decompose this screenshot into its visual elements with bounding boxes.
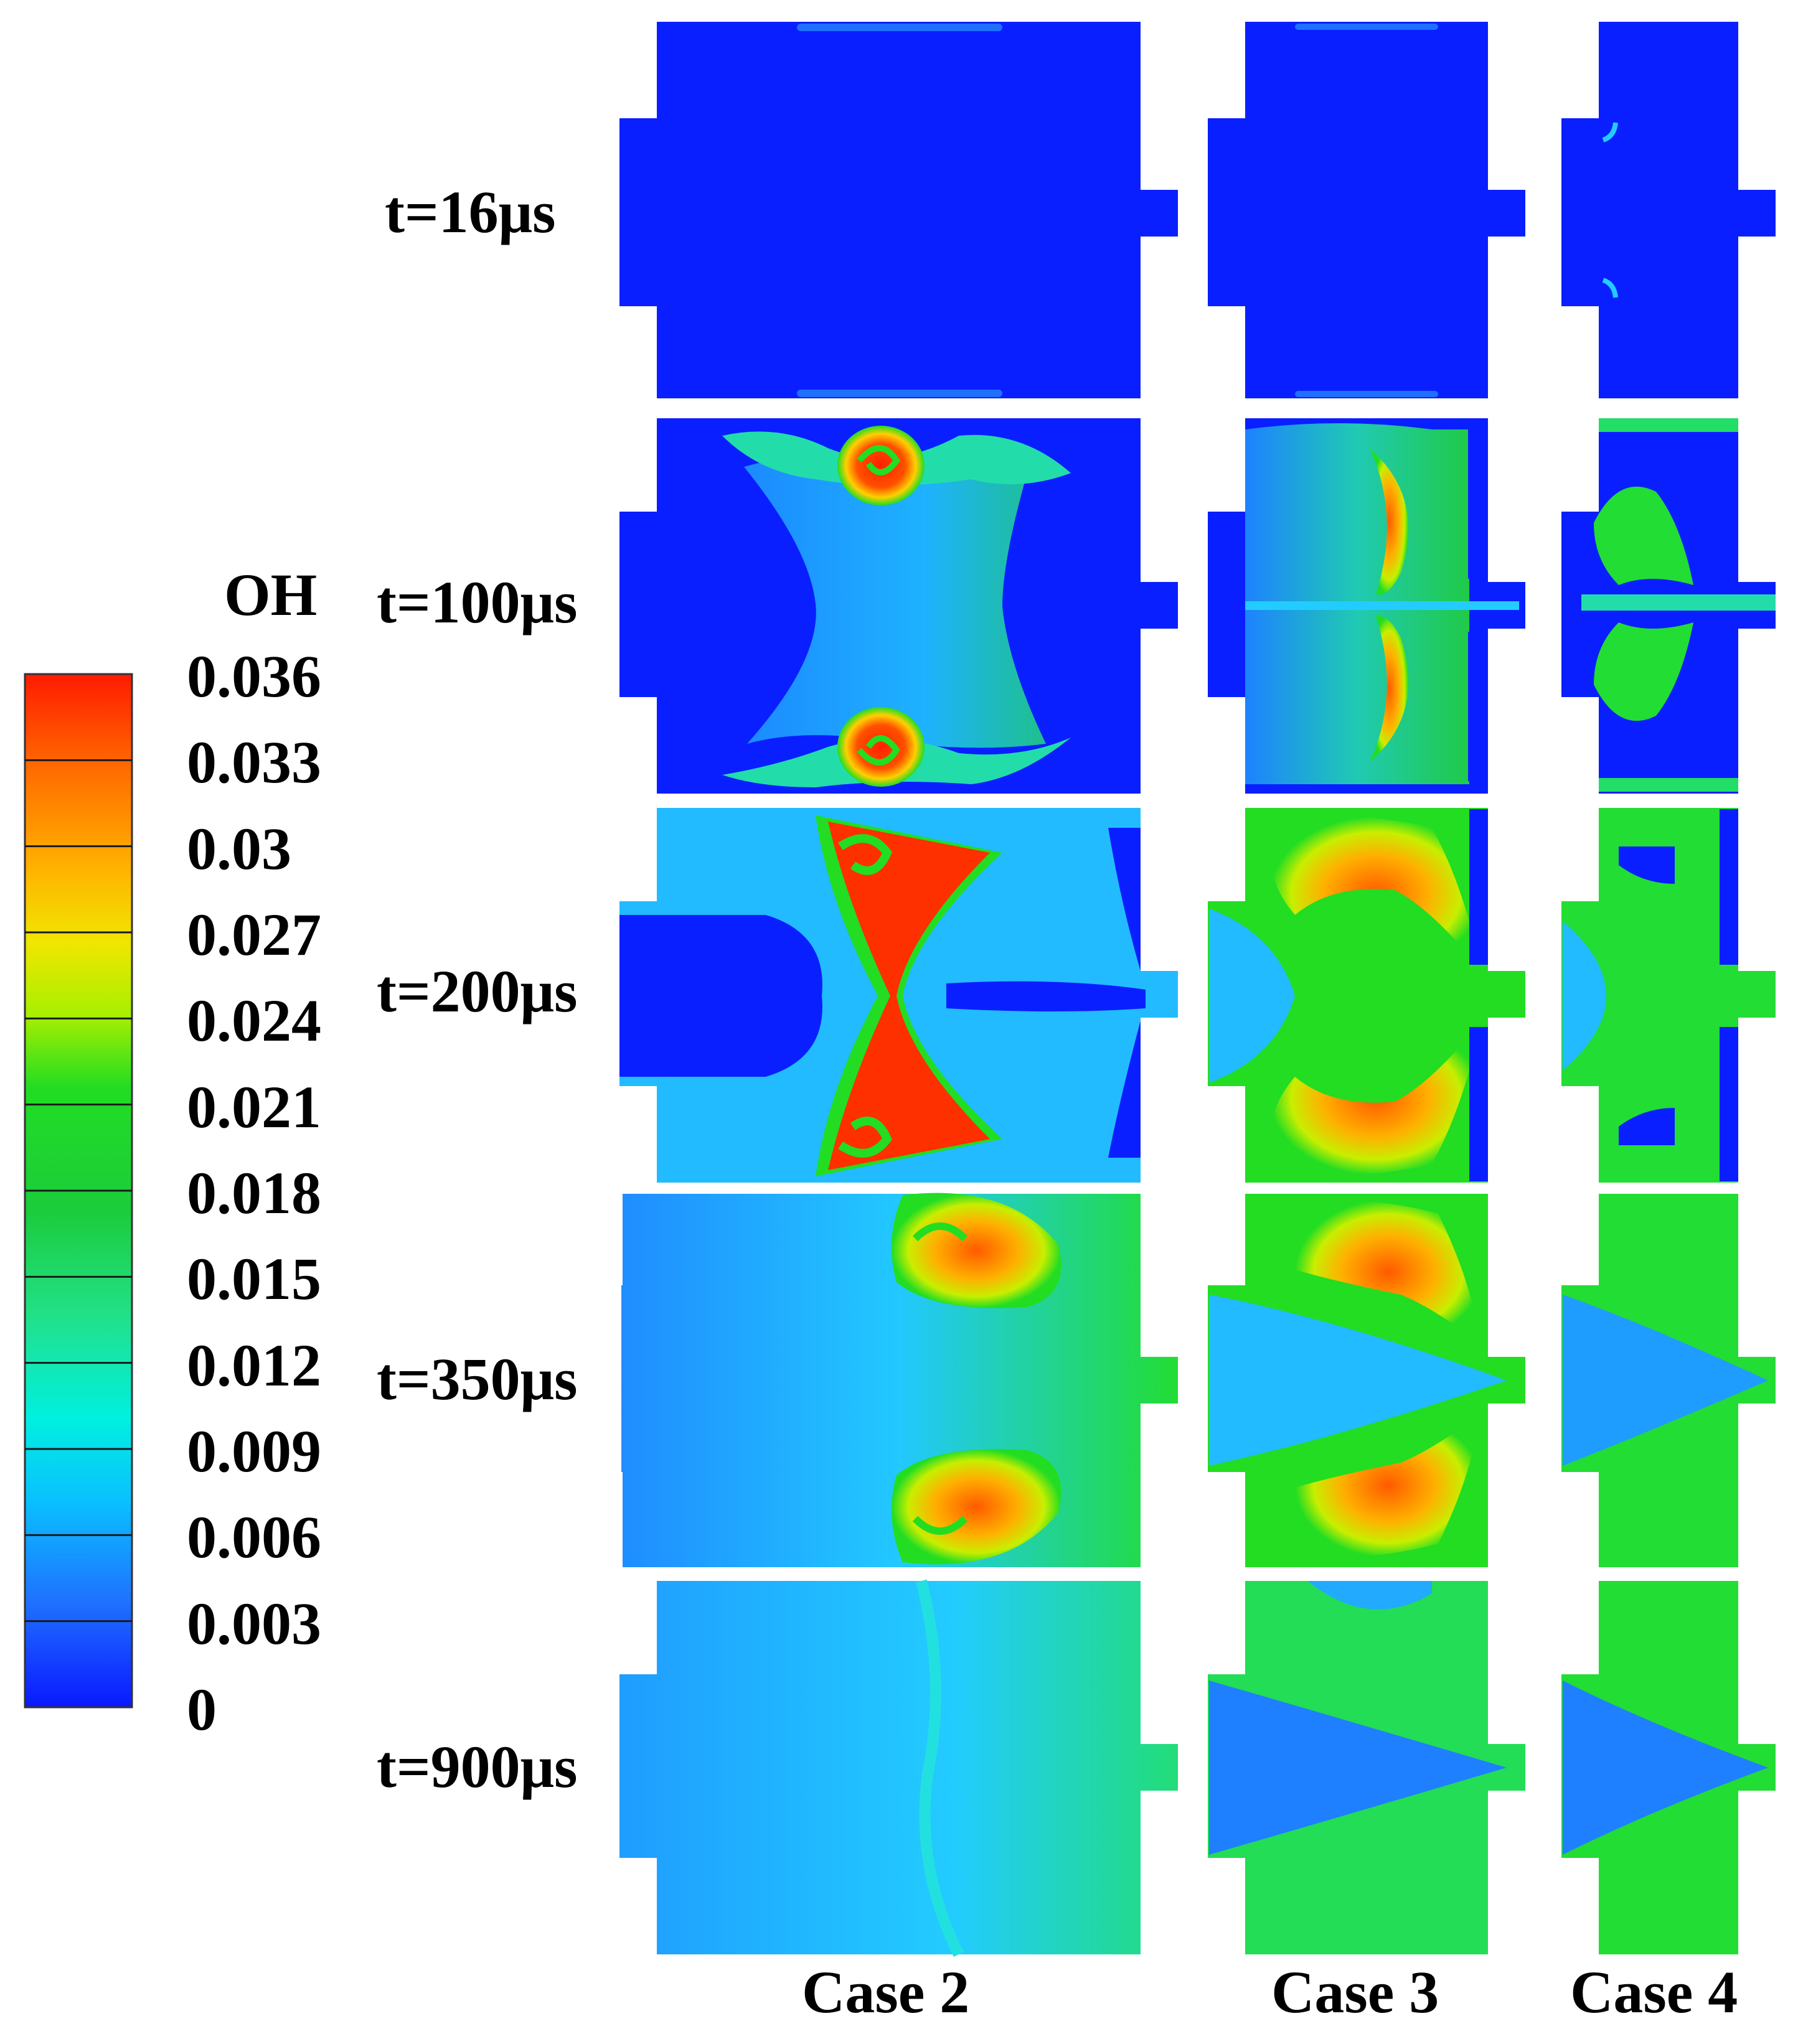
time-label-200: t=200μs [377, 958, 578, 1024]
panel-case2-t350 [621, 1193, 1178, 1567]
colorbar-tick-label: 0.036 [187, 643, 321, 710]
panel-case4-t100 [1561, 418, 1776, 794]
panel-case3-t200 [1208, 808, 1525, 1183]
colorbar-tick-label: 0.012 [187, 1331, 321, 1399]
colorbar-tick-label: 0.03 [187, 815, 291, 882]
time-label-350: t=350μs [377, 1346, 578, 1412]
panel-case2-t900 [619, 1579, 1178, 1957]
panel-case3-t16 [1208, 22, 1525, 398]
panel-case4-t900 [1561, 1581, 1776, 1954]
case-label-3: Case 3 [1271, 1959, 1439, 2025]
panel-case2-t100 [619, 418, 1178, 794]
panel-case3-t100 [1208, 418, 1525, 794]
panel-case3-t350 [1208, 1194, 1525, 1567]
time-label-900: t=900μs [377, 1733, 578, 1800]
legend-title: OH [224, 561, 318, 628]
colorbar-tick-label: 0.003 [187, 1590, 321, 1657]
time-label-100: t=100μs [377, 569, 578, 635]
colorbar-tick-label: 0.033 [187, 729, 321, 796]
panel-case4-t350 [1561, 1194, 1776, 1567]
panel-case4-t16 [1561, 22, 1776, 398]
colorbar-tick-label: 0.018 [187, 1160, 321, 1226]
colorbar-tick-label: 0.024 [187, 987, 321, 1054]
panel-case2-t16 [619, 22, 1178, 398]
panel-case3-t900 [1208, 1581, 1525, 1954]
colorbar [24, 673, 133, 1709]
case-label-2: Case 2 [802, 1959, 970, 2025]
colorbar-tick-label: 0 [187, 1676, 217, 1743]
colorbar-tick-label: 0.006 [187, 1504, 321, 1571]
panel-case2-t200 [619, 808, 1178, 1183]
colorbar-tick-label: 0.009 [187, 1418, 321, 1484]
panel-case4-t200 [1561, 808, 1776, 1183]
colorbar-tick-label: 0.027 [187, 901, 321, 968]
colorbar-tick-label: 0.021 [187, 1073, 321, 1140]
colorbar-tick-label: 0.015 [187, 1245, 321, 1313]
time-label-16: t=16μs [385, 179, 556, 245]
case-label-4: Case 4 [1570, 1959, 1738, 2025]
